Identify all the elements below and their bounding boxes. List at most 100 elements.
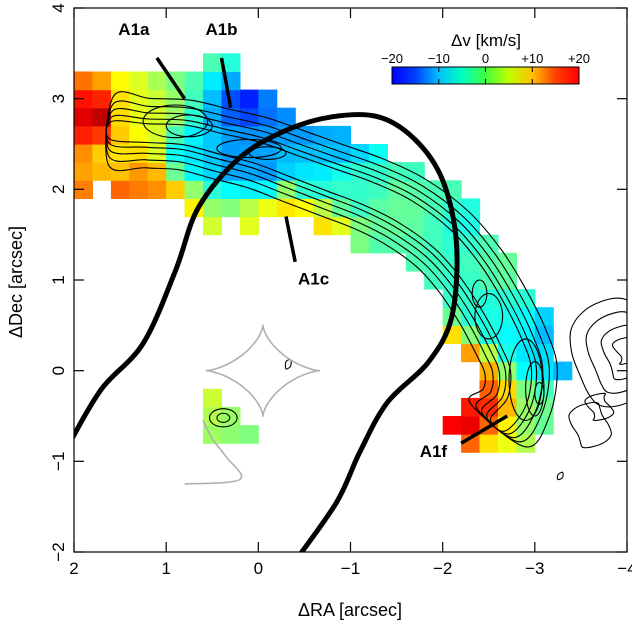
velocity-pixel [368, 180, 388, 199]
y-tick-label: 3 [49, 94, 68, 103]
label-pointer [155, 56, 187, 100]
velocity-pixel [368, 216, 388, 236]
region-label-a1b: A1b [205, 20, 237, 39]
label-pointer [284, 216, 297, 263]
velocity-pixel [461, 416, 481, 435]
velocity-pixel [461, 397, 481, 417]
velocity-pixel [461, 307, 481, 326]
velocity-pixel [498, 361, 517, 381]
velocity-pixel [110, 162, 130, 181]
velocity-pixel [405, 252, 425, 272]
velocity-pixel [203, 406, 222, 426]
velocity-pixel [387, 234, 407, 254]
velocity-pixel [368, 144, 388, 163]
contour-line [471, 279, 488, 308]
velocity-pixel [184, 180, 204, 199]
velocity-pixel [534, 416, 554, 435]
velocity-pixel [479, 289, 499, 308]
velocity-pixel [350, 180, 370, 199]
velocity-pixel [498, 343, 517, 363]
velocity-pixel [110, 125, 130, 145]
velocity-pixel [203, 162, 222, 181]
velocity-pixel [258, 198, 278, 218]
label-pointers [155, 56, 509, 445]
velocity-pixel [498, 416, 517, 435]
velocity-pixel [479, 307, 499, 326]
velocity-pixel [295, 144, 315, 163]
x-tick-label: 2 [69, 559, 78, 578]
x-tick-label: −3 [525, 559, 544, 578]
velocity-pixel [166, 162, 186, 181]
velocity-pixel [184, 89, 204, 109]
velocity-pixel [129, 125, 149, 145]
colorbar-tick-label: +10 [521, 51, 543, 66]
velocity-pixel [203, 388, 222, 408]
colorbar-tick-label: −10 [428, 51, 450, 66]
x-tick-label: −4 [617, 559, 632, 578]
caustic-tail [184, 420, 243, 485]
velocity-pixel [239, 216, 259, 236]
contour-line [568, 401, 612, 449]
y-tick-label: −2 [49, 542, 68, 561]
velocity-pixel [258, 89, 278, 109]
region-labels: A1a A1b A1c A1f [118, 20, 447, 461]
velocity-pixel [313, 144, 333, 163]
velocity-pixel [534, 307, 554, 326]
x-axis-title: ΔRA [arcsec] [298, 600, 402, 620]
velocity-pixel [332, 198, 352, 218]
velocity-pixel [92, 144, 112, 163]
velocity-pixel [516, 397, 536, 417]
y-tick-label: −1 [49, 452, 68, 471]
velocity-pixel [221, 180, 241, 199]
velocity-pixel [405, 198, 425, 218]
velocity-pixel [74, 162, 93, 181]
velocity-pixel [221, 198, 241, 218]
y-tick-label: 1 [49, 275, 68, 284]
velocity-pixel [442, 416, 462, 435]
contour-line [284, 358, 292, 370]
velocity-pixel [166, 180, 186, 199]
velocity-pixel [147, 162, 167, 181]
velocity-pixel [479, 252, 499, 272]
contour-line [556, 471, 564, 481]
velocity-pixel [332, 144, 352, 163]
contour-line [105, 114, 538, 435]
velocity-pixel [461, 343, 481, 363]
velocity-pixel [498, 325, 517, 344]
velocity-pixel [516, 361, 536, 381]
velocity-pixel [203, 71, 222, 91]
label-pointer [460, 414, 509, 445]
y-axis-title: ΔDec [arcsec] [6, 226, 26, 338]
velocity-pixel [295, 180, 315, 199]
x-tick-label: 1 [161, 559, 170, 578]
contour-line [105, 91, 558, 448]
velocity-pixel [350, 198, 370, 218]
velocity-pixel [203, 89, 222, 109]
velocity-pixel [313, 216, 333, 236]
plot-area [74, 53, 627, 552]
colorbar-tick-label: 0 [482, 51, 489, 66]
contour-line [165, 114, 213, 138]
velocity-pixel [203, 107, 222, 127]
velocity-pixel [239, 89, 259, 109]
velocity-pixel [203, 216, 222, 236]
velocity-pixel [479, 434, 499, 453]
velocity-pixel [368, 234, 388, 254]
contour-line [474, 293, 504, 340]
contour-line [611, 336, 627, 365]
velocity-pixel [129, 71, 149, 91]
contour-line [584, 392, 615, 422]
velocity-pixel [461, 198, 481, 218]
caustic-astroid [205, 324, 321, 417]
velocity-pixel [534, 361, 554, 381]
velocity-pixel [239, 198, 259, 218]
velocity-pixel [387, 198, 407, 218]
velocity-pixel [516, 289, 536, 308]
velocity-pixel [534, 325, 554, 344]
velocity-pixel [405, 234, 425, 254]
velocity-pixel [258, 162, 278, 181]
region-label-a1a: A1a [118, 20, 150, 39]
velocity-pixel [239, 425, 259, 444]
